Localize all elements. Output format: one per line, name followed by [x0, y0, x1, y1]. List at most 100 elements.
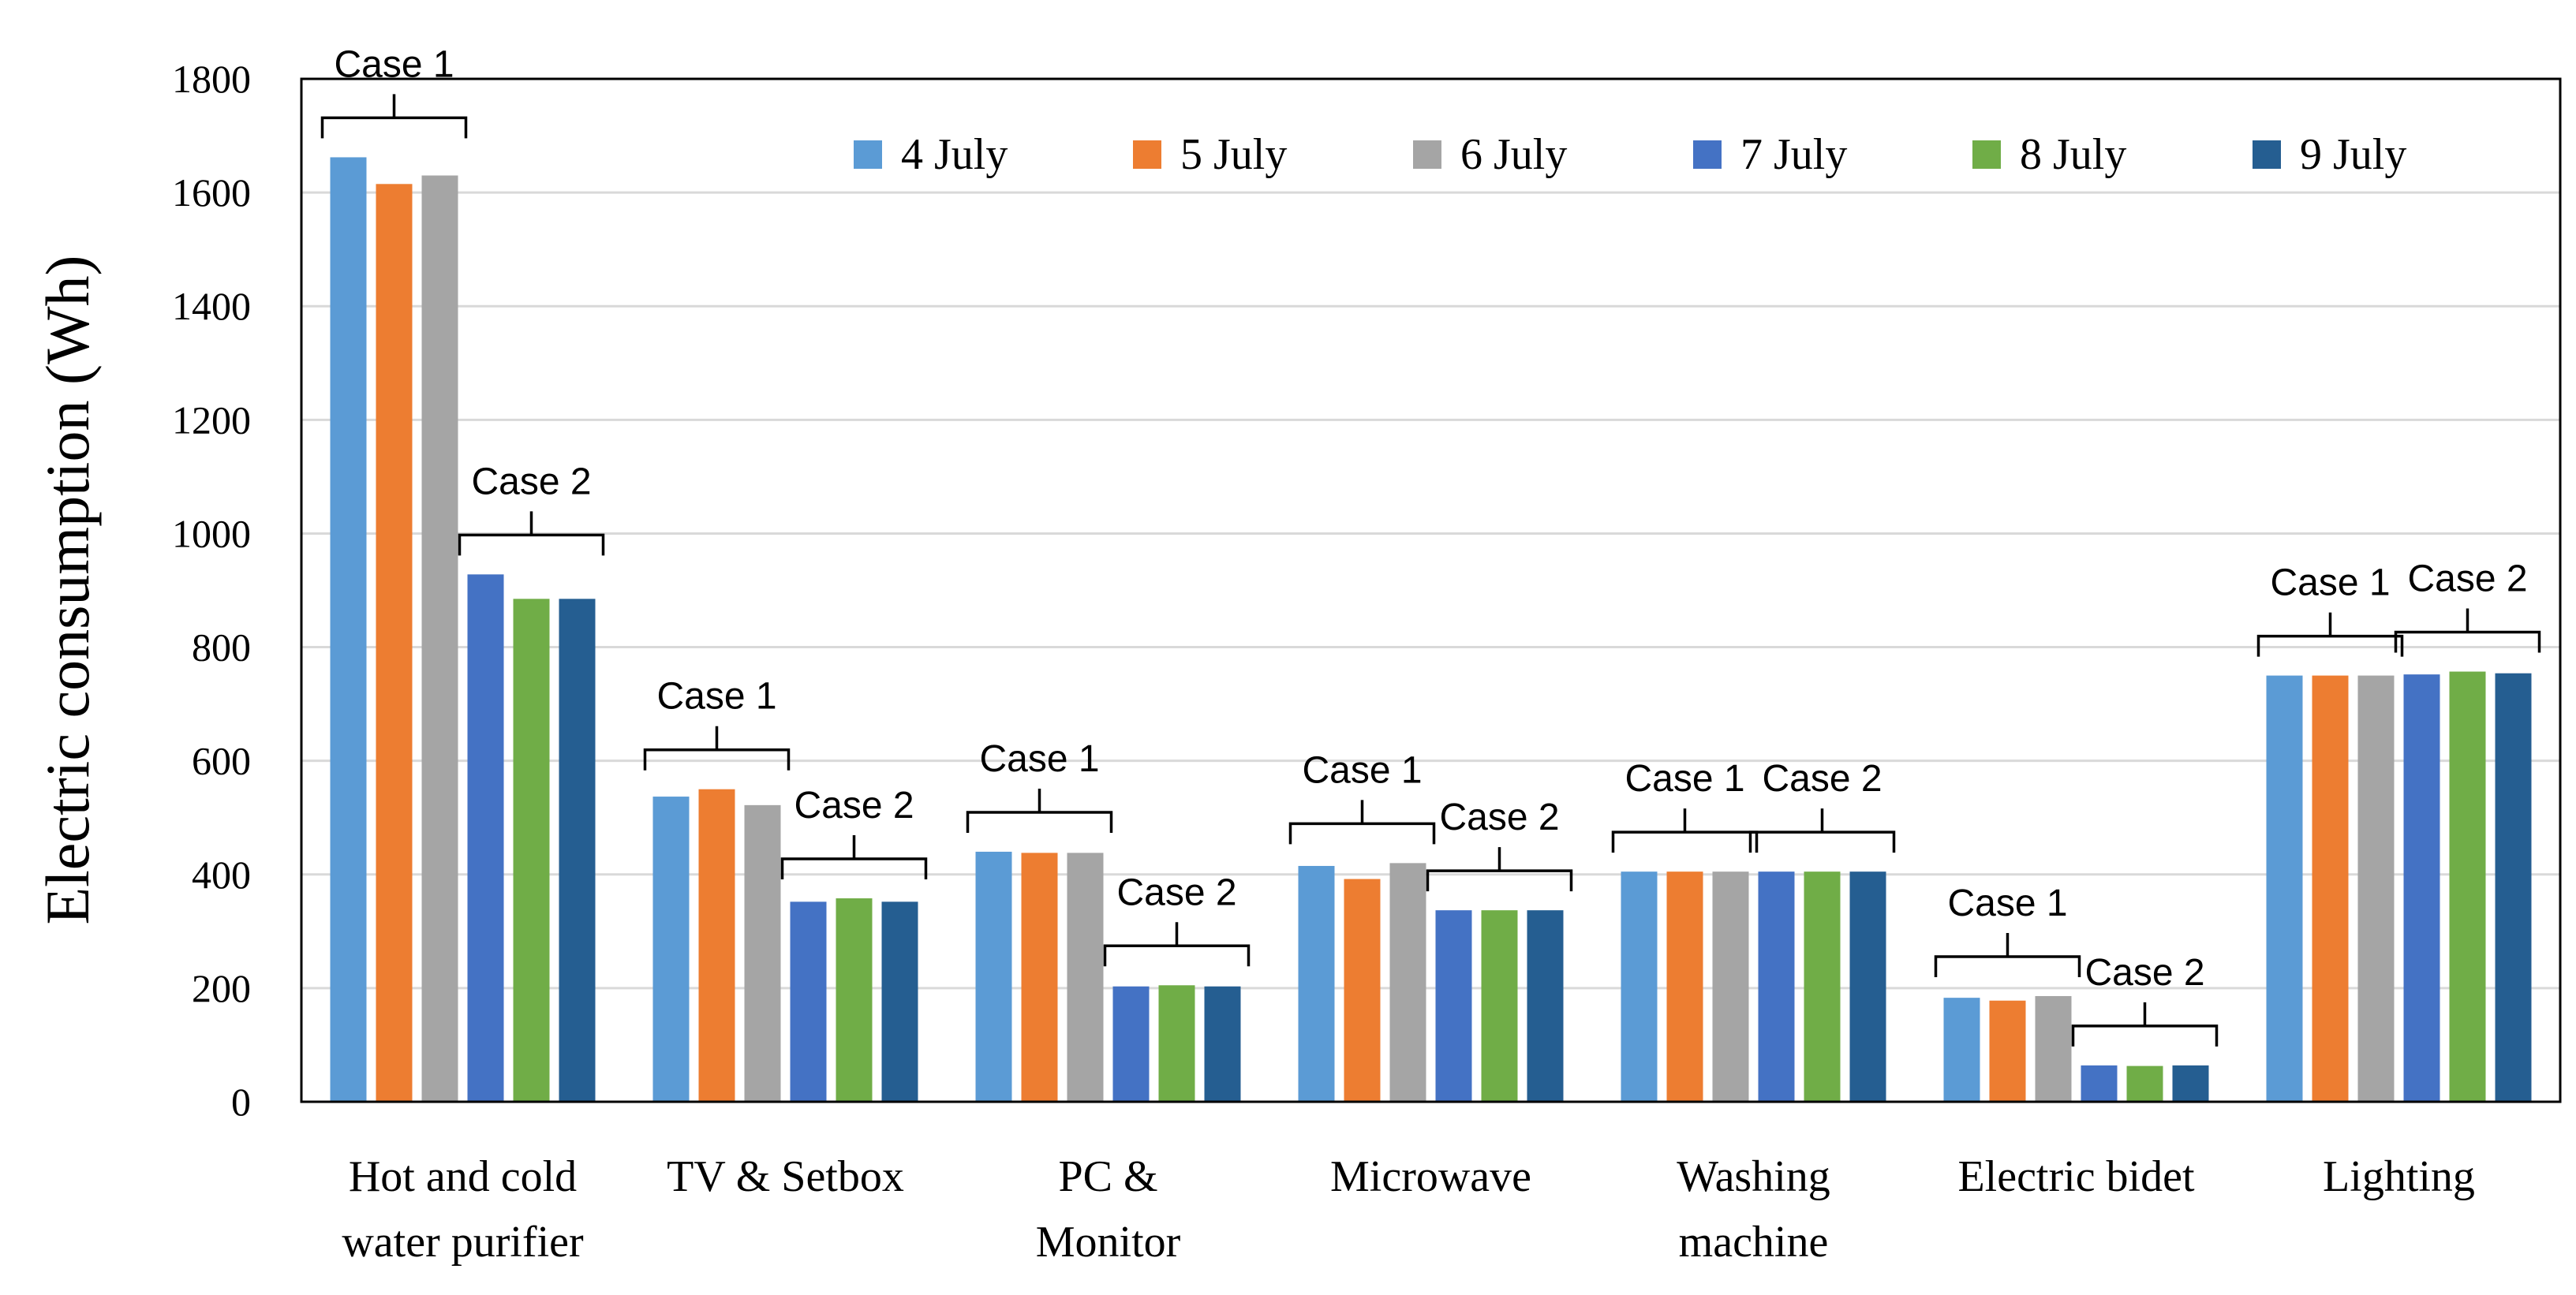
- case-label: Case 1: [1947, 883, 2067, 924]
- legend-swatch: [1693, 140, 1722, 169]
- bar: [1435, 910, 1472, 1102]
- bar: [1943, 998, 1980, 1102]
- bar: [2172, 1065, 2209, 1102]
- bar: [2081, 1065, 2118, 1102]
- legend-label: 8 July: [2020, 130, 2126, 179]
- legend-label: 9 July: [2300, 130, 2406, 179]
- legend-label: 5 July: [1180, 130, 1287, 179]
- bar: [1112, 986, 1150, 1102]
- bar: [1712, 871, 1749, 1102]
- bar: [2126, 1065, 2163, 1102]
- y-tick-label: 1600: [172, 170, 251, 215]
- case-label: Case 2: [2084, 952, 2204, 994]
- case-bracket: [1103, 922, 1251, 967]
- bar: [881, 901, 918, 1102]
- x-tick-label: machine: [1679, 1218, 1829, 1267]
- bar: [698, 789, 735, 1102]
- legend-swatch: [2253, 140, 2281, 169]
- bar: [1067, 853, 1104, 1102]
- x-tick-label: water purifier: [342, 1218, 584, 1267]
- bar: [1621, 871, 1658, 1102]
- x-tick-label: PC &: [1058, 1152, 1157, 1201]
- case-bracket: [2394, 608, 2541, 653]
- x-tick-label: Microwave: [1330, 1152, 1531, 1201]
- bar: [467, 574, 504, 1102]
- case-label: Case 1: [1624, 758, 1744, 800]
- x-tick-label: TV & Setbox: [667, 1152, 904, 1201]
- bar: [2403, 674, 2440, 1102]
- case-label: Case 2: [1116, 871, 1236, 913]
- case-label: Case 1: [656, 676, 776, 718]
- case-bracket: [643, 726, 791, 771]
- case-bracket: [1426, 847, 1573, 892]
- legend-label: 4 July: [901, 130, 1008, 179]
- y-tick-label: 800: [192, 625, 251, 670]
- bar: [2035, 995, 2072, 1102]
- bar: [2449, 671, 2486, 1102]
- case-bracket: [2256, 612, 2404, 657]
- bar: [330, 157, 367, 1103]
- case-bracket: [1288, 800, 1436, 845]
- legend: 4 July 5 July 6 July 7 July 8 July 9 July: [854, 130, 2406, 179]
- gridlines: [301, 191, 2560, 990]
- plot-frame: [300, 77, 2562, 1103]
- y-axis-label: Electric consumption (Wh): [33, 255, 102, 924]
- bar: [1758, 871, 1795, 1102]
- legend-label: 6 July: [1460, 130, 1567, 179]
- bar: [744, 804, 781, 1102]
- case-label: Case 1: [2270, 562, 2390, 604]
- x-tick-label: Lighting: [2323, 1152, 2475, 1201]
- case-label: Case 2: [794, 785, 914, 827]
- case-bracket: [1934, 932, 2081, 977]
- x-tick-label: Electric bidet: [1957, 1152, 2195, 1201]
- case-bracket: [320, 94, 468, 139]
- bar: [421, 175, 458, 1103]
- bar: [1344, 879, 1381, 1102]
- case-bracket: [458, 511, 605, 556]
- y-axis: 0 200 400 600 800 1000 1200 1400 1600 1800: [172, 57, 251, 1124]
- case-bracket: [966, 788, 1113, 833]
- bar: [1389, 863, 1426, 1102]
- bar: [2312, 675, 2349, 1102]
- bar: [790, 901, 827, 1102]
- bar: [1527, 910, 1564, 1102]
- bar: [1021, 853, 1058, 1102]
- x-tick-label: Washing: [1677, 1152, 1830, 1201]
- bar: [513, 599, 550, 1102]
- y-tick-label: 0: [231, 1080, 251, 1124]
- bar: [1204, 986, 1241, 1102]
- bars: [330, 157, 2532, 1103]
- bar: [1849, 871, 1886, 1102]
- case-label: Case 2: [1439, 797, 1559, 838]
- legend-swatch: [1133, 140, 1161, 169]
- bar: [2266, 675, 2303, 1102]
- bar: [1666, 871, 1703, 1102]
- y-tick-label: 600: [192, 739, 251, 783]
- bar: [559, 599, 596, 1102]
- case-label: Case 1: [979, 738, 1099, 780]
- bar: [1989, 1000, 2026, 1102]
- x-tick-label: Hot and cold: [349, 1152, 577, 1201]
- bar: [376, 184, 413, 1103]
- legend-swatch: [1413, 140, 1441, 169]
- x-tick-label: Monitor: [1036, 1218, 1181, 1267]
- case-bracket: [780, 835, 928, 880]
- case-label: Case 2: [2407, 558, 2527, 600]
- bar: [1481, 910, 1518, 1102]
- legend-swatch: [854, 140, 882, 169]
- legend-swatch: [1972, 140, 2001, 169]
- case-label: Case 2: [1762, 758, 1882, 800]
- x-axis: Hot and cold water purifier TV & Setbox PC …: [342, 1152, 2475, 1267]
- y-tick-label: 400: [192, 853, 251, 897]
- case-bracket: [1611, 808, 1759, 853]
- y-tick-label: 1800: [172, 57, 251, 101]
- y-tick-label: 1200: [172, 397, 251, 442]
- bar: [1298, 865, 1335, 1102]
- case-label: Case 1: [1302, 749, 1422, 791]
- bar: [2357, 675, 2395, 1102]
- bar: [2495, 673, 2532, 1102]
- case-bracket: [1748, 808, 1896, 853]
- y-tick-label: 200: [192, 966, 251, 1010]
- case-label: Case 2: [471, 461, 591, 502]
